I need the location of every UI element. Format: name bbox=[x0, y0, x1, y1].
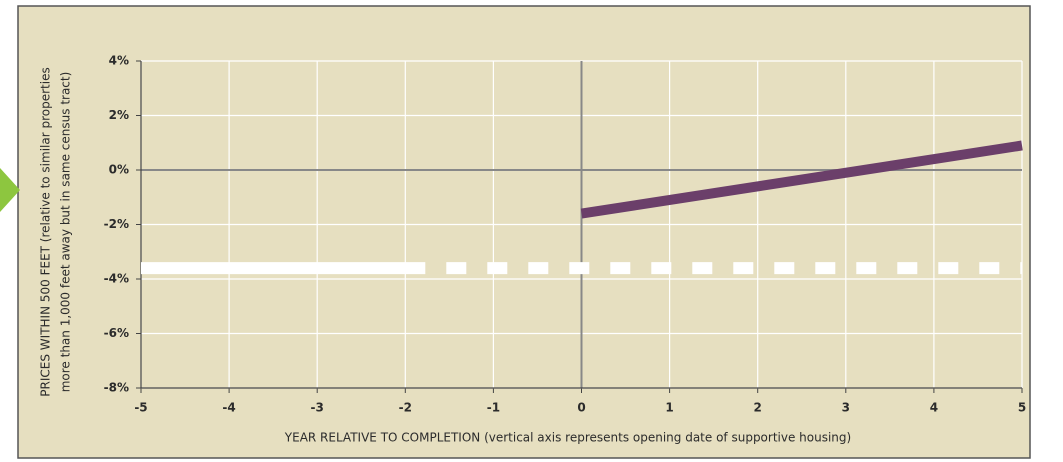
x-tick-label: 0 bbox=[577, 401, 585, 415]
x-tick-label: 4 bbox=[930, 401, 938, 415]
y-axis-label: more than 1,000 feet away but in same ce… bbox=[59, 72, 73, 393]
x-tick-label: 2 bbox=[754, 401, 762, 415]
x-tick-label: -4 bbox=[222, 401, 235, 415]
y-tick-label: -2% bbox=[104, 217, 129, 231]
x-tick-label: -1 bbox=[487, 401, 500, 415]
x-tick-label: 3 bbox=[842, 401, 850, 415]
x-tick-label: 5 bbox=[1018, 401, 1026, 415]
y-tick-label: -6% bbox=[104, 326, 129, 340]
x-tick-label: -3 bbox=[311, 401, 324, 415]
pointer-arrow bbox=[0, 168, 20, 212]
x-tick-label: 1 bbox=[665, 401, 673, 415]
y-tick-label: -4% bbox=[104, 272, 129, 286]
y-tick-label: 2% bbox=[109, 108, 129, 122]
y-axis-label: PRICES WITHIN 500 FEET (relative to simi… bbox=[39, 67, 53, 396]
y-tick-label: -8% bbox=[104, 381, 129, 395]
y-tick-label: 4% bbox=[109, 54, 129, 68]
y-tick-label: 0% bbox=[109, 163, 129, 177]
x-tick-label: -2 bbox=[399, 401, 412, 415]
series-line bbox=[580, 140, 1023, 219]
x-tick-label: -5 bbox=[134, 401, 147, 415]
chart-frame bbox=[17, 5, 1031, 459]
x-axis-label: YEAR RELATIVE TO COMPLETION (vertical ax… bbox=[284, 431, 851, 445]
